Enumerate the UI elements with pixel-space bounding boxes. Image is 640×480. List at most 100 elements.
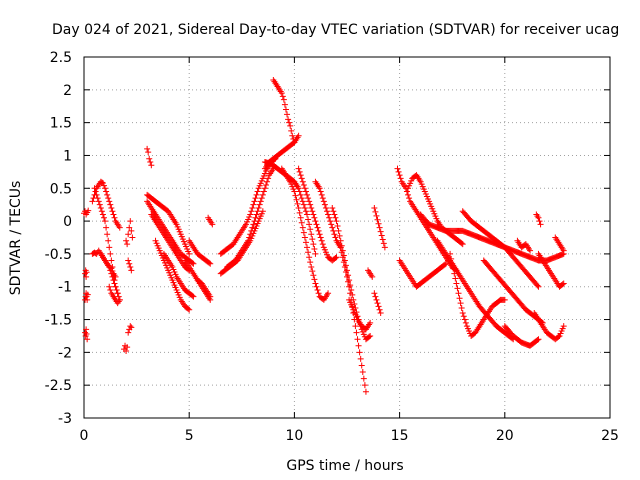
data-point-seg-ah bbox=[358, 362, 365, 369]
data-point-seg-ac bbox=[307, 226, 314, 233]
data-point-seg-d bbox=[84, 336, 91, 343]
data-point-seg-x bbox=[253, 191, 260, 198]
data-point-seg-ah bbox=[357, 355, 364, 362]
grid bbox=[84, 57, 610, 418]
data-point-seg-aw bbox=[555, 333, 562, 340]
data-point-seg-ad bbox=[305, 249, 312, 256]
data-point-seg-ar bbox=[454, 285, 461, 292]
data-point-seg-ax bbox=[559, 281, 566, 288]
y-axis-title: SDTVAR / TECUs bbox=[8, 181, 24, 296]
data-point-seg-g bbox=[94, 195, 101, 202]
y-tick-label: 0.5 bbox=[50, 181, 72, 197]
data-point-seg-ab bbox=[280, 96, 287, 103]
data-point-seg-ab bbox=[284, 111, 291, 118]
data-point-seg-i bbox=[116, 296, 123, 303]
data-point-seg-an bbox=[442, 260, 449, 267]
data-point-seg-am bbox=[403, 188, 410, 195]
data-point-seg-ad bbox=[293, 196, 300, 203]
data-point-seg-g bbox=[92, 188, 99, 195]
data-point-seg-ae bbox=[317, 234, 324, 241]
data-point-seg-ak bbox=[379, 236, 386, 243]
data-point-seg-y bbox=[259, 208, 266, 215]
data-point-seg-ac bbox=[310, 241, 317, 248]
data-point-seg-z bbox=[247, 231, 254, 238]
data-point-seg-ag bbox=[329, 204, 336, 211]
data-point-seg-e bbox=[89, 198, 96, 205]
x-tick-label: 0 bbox=[80, 428, 89, 444]
data-point-seg-l bbox=[128, 227, 135, 234]
data-point-seg-d bbox=[83, 330, 90, 337]
data-point-seg-z bbox=[261, 185, 268, 192]
data-point-seg-j bbox=[124, 344, 131, 351]
data-point-seg-g bbox=[107, 250, 114, 257]
data-point-seg-ad bbox=[312, 280, 319, 287]
data-point-seg-ac bbox=[299, 198, 306, 205]
data-point-seg-i bbox=[107, 287, 114, 294]
data-point-seg-af bbox=[318, 191, 325, 198]
data-point-seg-ae bbox=[306, 198, 313, 205]
data-point-seg-ah bbox=[345, 278, 352, 285]
data-point-seg-ae bbox=[313, 221, 320, 228]
data-point-seg-h bbox=[107, 264, 114, 271]
data-point-seg-ag bbox=[332, 214, 339, 221]
data-point-seg-g bbox=[112, 283, 119, 290]
data-point-seg-ac bbox=[297, 191, 304, 198]
data-point-seg-ar bbox=[461, 316, 468, 323]
data-point-seg-al bbox=[375, 303, 382, 310]
data-point-seg-n bbox=[145, 149, 152, 156]
data-point-seg-e bbox=[107, 201, 114, 208]
data-point-seg-x bbox=[252, 195, 259, 202]
data-point-seg-ah bbox=[353, 329, 360, 336]
data-point-seg-o bbox=[186, 250, 193, 257]
data-point-seg-aw bbox=[560, 323, 567, 330]
data-point-seg-e bbox=[102, 185, 109, 192]
data-point-seg-m bbox=[128, 267, 135, 274]
data-point-seg-ar bbox=[455, 290, 462, 297]
data-point-seg-l bbox=[125, 231, 132, 238]
data-point-seg-af bbox=[332, 234, 339, 241]
data-point-seg-ar bbox=[451, 270, 458, 277]
data-point-seg-n bbox=[144, 145, 151, 152]
data-point-seg-ad bbox=[313, 283, 320, 290]
data-point-seg-z bbox=[256, 201, 263, 208]
data-point-seg-ad bbox=[299, 224, 306, 231]
data-point-seg-k bbox=[127, 323, 134, 330]
data-point-seg-g bbox=[98, 208, 105, 215]
data-point-seg-ac bbox=[311, 245, 318, 252]
y-tick-label: 1 bbox=[63, 148, 72, 164]
data-point-seg-z bbox=[265, 175, 272, 182]
data-point-seg-ab bbox=[282, 106, 289, 113]
data-point-seg-z bbox=[264, 178, 271, 185]
data-point-seg-ar bbox=[501, 296, 508, 303]
data-point-seg-ag bbox=[336, 232, 343, 239]
data-point-seg-ae bbox=[295, 165, 302, 172]
data-point-seg-g bbox=[108, 257, 115, 264]
data-point-seg-z bbox=[252, 214, 259, 221]
data-point-seg-u bbox=[207, 260, 214, 267]
data-point-seg-ak bbox=[380, 240, 387, 247]
data-point-seg-af bbox=[327, 218, 334, 225]
y-tick-label: 2.5 bbox=[50, 50, 72, 66]
data-point-seg-ad bbox=[304, 244, 311, 251]
data-point-seg-g bbox=[96, 201, 103, 208]
data-point-seg-ad bbox=[315, 290, 322, 297]
data-point-seg-ag bbox=[366, 333, 373, 340]
data-point-seg-n bbox=[148, 162, 155, 169]
x-tick-label: 20 bbox=[496, 428, 514, 444]
data-point-seg-am bbox=[396, 172, 403, 179]
data-point-seg-af bbox=[324, 208, 331, 215]
data-point-seg-g bbox=[104, 231, 111, 238]
data-point-seg-e bbox=[104, 191, 111, 198]
data-point-seg-am bbox=[395, 168, 402, 175]
data-point-seg-ab bbox=[289, 132, 296, 139]
data-point-seg-ar bbox=[459, 309, 466, 316]
data-point-seg-ab bbox=[290, 136, 297, 143]
data-point-seg-ad bbox=[310, 272, 317, 279]
data-point-seg-ab bbox=[285, 116, 292, 123]
data-point-seg-af bbox=[316, 185, 323, 192]
data-point-seg-al bbox=[373, 296, 380, 303]
data-point-seg-z bbox=[258, 195, 265, 202]
y-tick-label: -2 bbox=[58, 345, 72, 361]
data-point-seg-g bbox=[93, 191, 100, 198]
